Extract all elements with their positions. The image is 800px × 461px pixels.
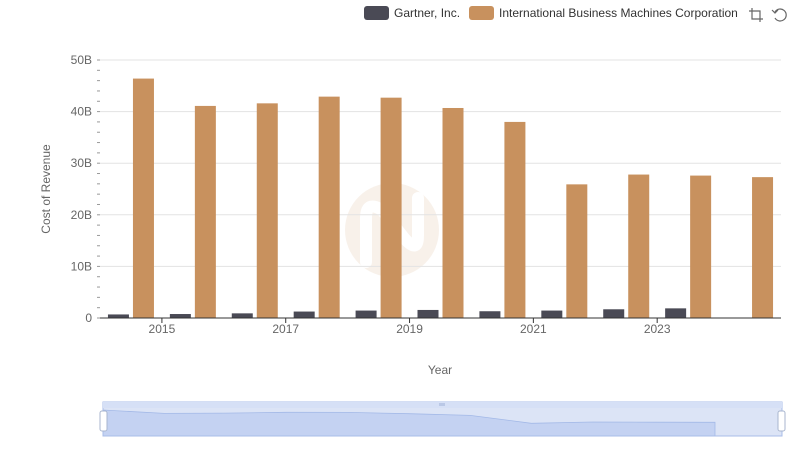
y-tick-label: 10B <box>71 259 92 273</box>
bar-ibm-2015[interactable] <box>194 105 216 318</box>
x-axis: 2015 2017 2019 2021 2023 <box>100 317 781 336</box>
bars <box>107 78 774 319</box>
x-tick-label: 2021 <box>520 322 547 336</box>
bar-ibm-2022[interactable] <box>628 174 650 318</box>
y-tick-label: 50B <box>71 53 92 67</box>
data-zoom-slider <box>99 401 786 437</box>
data-zoom-grip[interactable] <box>439 403 445 406</box>
bar-gartner-2020[interactable] <box>479 311 501 318</box>
toolbox <box>747 6 795 24</box>
x-tick-label: 2019 <box>396 322 423 336</box>
legend-label-ibm: International Business Machines Corporat… <box>499 6 738 20</box>
y-tick-label: 30B <box>71 156 92 170</box>
data-zoom-preview <box>102 409 716 437</box>
x-tick-label: 2017 <box>272 322 299 336</box>
bar-ibm-2021[interactable] <box>566 184 588 318</box>
bar-gartner-2019[interactable] <box>417 309 439 318</box>
data-zoom-handle-right[interactable] <box>777 410 786 432</box>
bar-ibm-2019[interactable] <box>442 107 464 318</box>
bar-gartner-2021[interactable] <box>541 310 563 318</box>
y-tick-label: 20B <box>71 208 92 222</box>
legend-swatch-ibm <box>469 6 495 20</box>
x-tick-label: 2023 <box>644 322 671 336</box>
bar-ibm-2017[interactable] <box>318 96 340 318</box>
x-tick-label: 2015 <box>149 322 176 336</box>
legend-item-gartner[interactable]: Gartner, Inc. <box>364 6 460 20</box>
data-zoom-handle-left[interactable] <box>99 410 108 432</box>
legend-item-ibm[interactable]: International Business Machines Corporat… <box>469 6 738 20</box>
bar-ibm-2024[interactable] <box>752 177 774 318</box>
bar-gartner-2022[interactable] <box>603 309 625 318</box>
bar-ibm-2023[interactable] <box>690 175 712 318</box>
y-axis: 0 10B 20B 30B 40B 50B <box>71 53 100 325</box>
bar-ibm-2020[interactable] <box>504 121 526 318</box>
zoom-icon[interactable] <box>747 6 765 24</box>
bar-gartner-2014[interactable] <box>107 314 129 318</box>
bar-gartner-2016[interactable] <box>231 313 253 318</box>
y-tick-label: 40B <box>71 105 92 119</box>
legend-swatch-gartner <box>364 6 389 20</box>
bar-ibm-2018[interactable] <box>380 97 402 318</box>
legend-label-gartner: Gartner, Inc. <box>394 6 461 20</box>
bar-gartner-2018[interactable] <box>355 310 377 318</box>
legend: Gartner, Inc. International Business Mac… <box>364 4 747 22</box>
bar-gartner-2017[interactable] <box>293 311 315 318</box>
bar-gartner-2015[interactable] <box>169 314 191 318</box>
restore-icon[interactable] <box>771 6 789 24</box>
y-tick-label: 0 <box>85 311 92 325</box>
x-axis-title: Year <box>428 363 452 377</box>
y-axis-title: Cost of Revenue <box>39 144 53 234</box>
bar-ibm-2014[interactable] <box>132 78 154 319</box>
bar-gartner-2023[interactable] <box>665 308 687 318</box>
data-zoom-top-bar[interactable] <box>103 402 782 408</box>
bar-ibm-2016[interactable] <box>256 103 278 319</box>
